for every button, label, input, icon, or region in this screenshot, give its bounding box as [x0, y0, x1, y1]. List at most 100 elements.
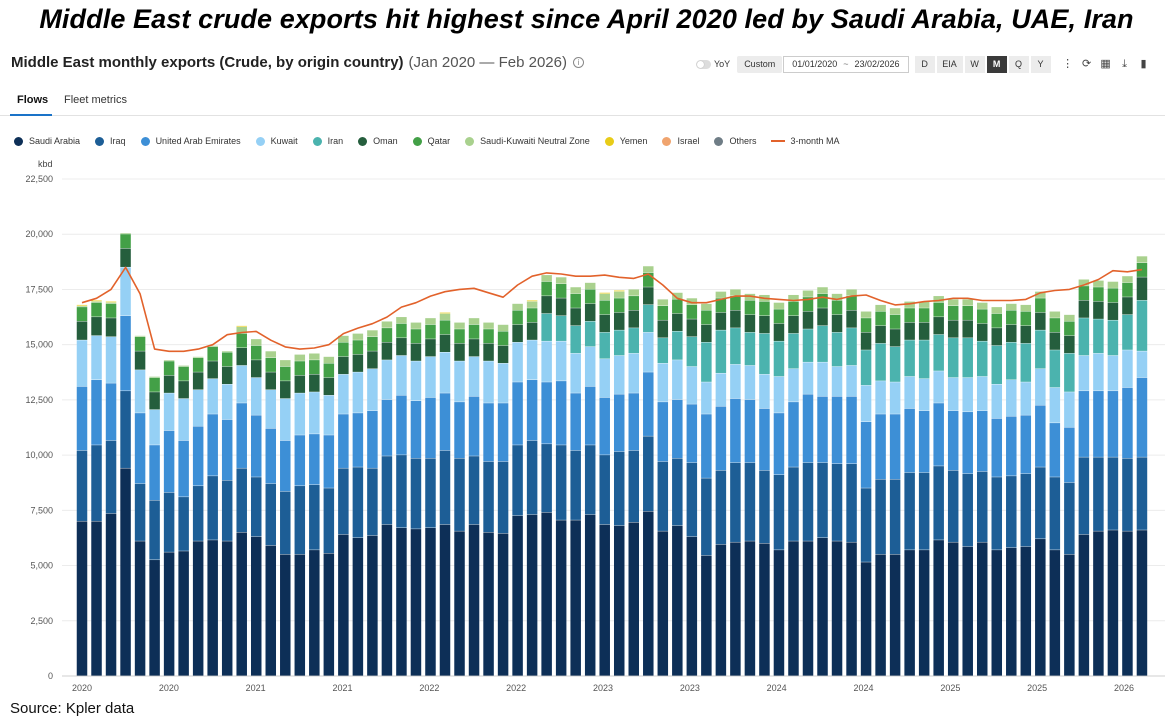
bar-segment-iraq: [323, 488, 335, 554]
bar-segment-iraq: [91, 445, 102, 521]
legend-item-iran[interactable]: Iran: [312, 136, 344, 146]
bar-segment-saudi-kuwaiti-neutral-zone: [381, 321, 393, 328]
y-tick-label: 15,000: [25, 340, 53, 350]
bar-segment-oman: [730, 310, 741, 328]
legend-item-saudi-kuwaiti-neutral-zone[interactable]: Saudi-Kuwaiti Neutral Zone: [465, 136, 590, 146]
bar-segment-qatar: [323, 363, 335, 378]
date-range-picker[interactable]: 01/01/2020 ~ 23/02/2026: [783, 55, 909, 73]
bar-segment-iran: [802, 329, 814, 362]
bar-segment-qatar: [1064, 321, 1075, 336]
bar-segment-oman: [860, 332, 872, 350]
yoy-toggle[interactable]: [696, 59, 711, 69]
bar-segment-saudi-kuwaiti-neutral-zone: [439, 313, 451, 320]
bar-segment-qatar: [352, 340, 364, 355]
bar-segment-saudi-arabia: [788, 541, 799, 676]
legend-item-yemen[interactable]: Yemen: [604, 136, 647, 146]
date-to[interactable]: 23/02/2026: [854, 59, 900, 69]
period-y-button[interactable]: Y: [1030, 55, 1051, 73]
legend-label: Israel: [677, 136, 700, 146]
y-tick-label: 10,000: [25, 450, 53, 460]
bar-segment-qatar: [715, 298, 727, 313]
bar-segment-united-arab-emirates: [526, 380, 538, 441]
bar-segment-iraq: [657, 461, 669, 531]
more-options-icon[interactable]: ⋮: [1062, 57, 1074, 70]
period-w-button[interactable]: W: [964, 55, 985, 73]
bar-segment-oman: [134, 351, 146, 370]
bar-segment-iraq: [207, 476, 218, 540]
legend-item-oman[interactable]: Oman: [358, 136, 398, 146]
bar-segment-saudi-arabia: [76, 521, 88, 676]
refresh-icon[interactable]: ⟳: [1081, 57, 1092, 70]
bookmark-icon[interactable]: ▮: [1140, 57, 1147, 70]
bar-segment-united-arab-emirates: [744, 399, 756, 463]
download-icon[interactable]: ⤓: [1122, 57, 1127, 70]
bar-segment-saudi-arabia: [468, 524, 480, 676]
legend-swatch: [714, 136, 724, 146]
bar-segment-oman: [831, 314, 843, 333]
bar-segment-saudi-arabia: [570, 520, 581, 676]
bar-segment-kuwait: [309, 392, 320, 434]
bar-segment-qatar: [512, 310, 523, 325]
bar-segment-oman: [352, 354, 364, 372]
legend-item-kuwait[interactable]: Kuwait: [255, 136, 298, 146]
bar-segment-kuwait: [1035, 368, 1046, 406]
bar-segment-oman: [1107, 302, 1119, 320]
legend-item-qatar[interactable]: Qatar: [412, 136, 450, 146]
bar-segment-saudi-arabia: [976, 542, 988, 676]
bar-segment-kuwait: [91, 335, 102, 380]
bar-segment-kuwait: [846, 365, 857, 397]
bar-segment-oman: [381, 342, 393, 360]
period-eia-button[interactable]: EIA: [936, 55, 963, 73]
period-m-button[interactable]: M: [986, 55, 1007, 73]
bar-segment-kuwait: [555, 341, 567, 381]
bar-segment-qatar: [1049, 318, 1061, 333]
legend-item-3-month-ma[interactable]: 3-month MA: [771, 136, 840, 146]
bar-segment-united-arab-emirates: [1078, 391, 1090, 457]
legend-item-israel[interactable]: Israel: [662, 136, 699, 146]
bar-segment-united-arab-emirates: [1020, 415, 1032, 474]
bar-segment-iraq: [352, 467, 364, 538]
bar-segment-saudi-arabia: [1035, 539, 1046, 676]
bar-segment-qatar: [904, 308, 915, 323]
bar-segment-qatar: [381, 328, 393, 343]
bar-segment-iran: [672, 331, 683, 360]
bar-segment-saudi-kuwaiti-neutral-zone: [860, 311, 872, 318]
bar-segment-united-arab-emirates: [381, 399, 393, 456]
date-from[interactable]: 01/01/2020: [792, 59, 838, 69]
custom-range-button[interactable]: Custom: [737, 55, 783, 73]
legend-item-others[interactable]: Others: [714, 136, 756, 146]
period-d-button[interactable]: D: [914, 55, 935, 73]
legend-item-united-arab-emirates[interactable]: United Arab Emirates: [140, 136, 241, 146]
bar-segment-oman: [439, 334, 451, 352]
bar-segment-iran: [860, 350, 872, 386]
period-q-button[interactable]: Q: [1008, 55, 1029, 73]
bar-segment-saudi-kuwaiti-neutral-zone: [512, 303, 523, 311]
bar-segment-saudi-arabia: [323, 553, 335, 676]
bar-segment-kuwait: [976, 376, 988, 411]
bar-segment-qatar: [236, 333, 247, 348]
grid-view-icon[interactable]: ▦: [1100, 57, 1111, 70]
bar-segment-iran: [1122, 314, 1133, 350]
legend-item-iraq[interactable]: Iraq: [95, 136, 126, 146]
bar-segment-saudi-kuwaiti-neutral-zone: [468, 318, 480, 325]
bar-segment-united-arab-emirates: [831, 396, 843, 464]
bar-segment-saudi-arabia: [715, 544, 727, 676]
legend-label: Iran: [327, 136, 344, 146]
bar-segment-kuwait: [904, 376, 915, 409]
bar-segment-kuwait: [831, 366, 843, 397]
bar-segment-oman: [526, 322, 538, 340]
legend-label: Saudi Arabia: [29, 136, 81, 146]
bar-segment-kuwait: [1006, 380, 1017, 417]
bar-segment-saudi-kuwaiti-neutral-zone: [672, 292, 683, 299]
info-icon[interactable]: i: [572, 57, 584, 68]
bar-segment-yemen: [439, 312, 451, 314]
bar-segment-iran: [889, 346, 901, 382]
legend-item-saudi-arabia[interactable]: Saudi Arabia: [14, 136, 80, 146]
bar-segment-oman: [817, 308, 828, 326]
tab-fleet-metrics[interactable]: Fleet metrics: [64, 94, 127, 106]
bar-segment-qatar: [120, 234, 131, 249]
bar-segment-saudi-arabia: [265, 545, 277, 676]
tab-flows[interactable]: Flows: [17, 94, 49, 106]
bar-segment-united-arab-emirates: [1035, 405, 1046, 467]
bar-segment-kuwait: [120, 267, 131, 316]
